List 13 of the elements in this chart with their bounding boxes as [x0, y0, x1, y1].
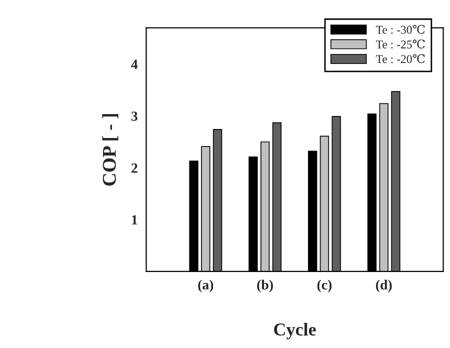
y-tick-label: 3	[131, 112, 138, 121]
legend-label: Te : -30℃	[376, 24, 425, 34]
x-tick-label: (b)	[257, 280, 273, 292]
x-tick-label: (a)	[198, 280, 214, 292]
y-axis-title: COP [ - ]	[102, 114, 118, 186]
y-tick-label: 4	[131, 60, 138, 69]
y-tick-label: 1	[132, 215, 138, 224]
legend-label: Te : -20℃	[376, 54, 425, 64]
x-tick-label: (d)	[376, 280, 392, 292]
x-tick-label: (c)	[317, 280, 332, 292]
legend-label: Te : -25℃	[376, 40, 425, 48]
x-axis-title: Cycle	[274, 322, 316, 340]
y-tick-label: 2	[132, 163, 138, 173]
